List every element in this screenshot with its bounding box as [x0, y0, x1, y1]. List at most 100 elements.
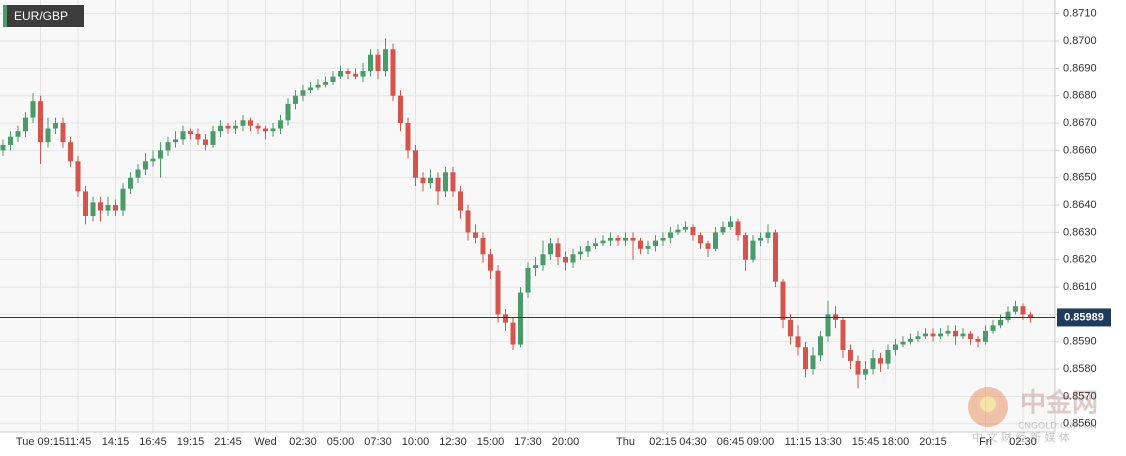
candle-body	[743, 235, 748, 260]
candle-body	[863, 369, 868, 375]
candle-body	[968, 333, 973, 340]
candle-body	[825, 314, 831, 337]
candle-body	[653, 240, 658, 247]
x-tick-label: 02:15	[649, 436, 677, 448]
title-box	[3, 5, 84, 27]
candle-body	[465, 210, 471, 233]
x-tick-label: 12:30	[439, 436, 467, 448]
x-tick-label: 13:30	[814, 436, 842, 448]
candle-body	[30, 101, 36, 118]
candle-body	[150, 158, 156, 162]
candle-body	[735, 221, 741, 236]
candle-body	[383, 49, 388, 72]
candle-body	[713, 232, 718, 249]
candle-body	[113, 205, 118, 211]
candle-body	[413, 150, 418, 178]
watermark-logo-inner	[980, 396, 996, 412]
candle-body	[360, 71, 366, 77]
candle-body	[690, 226, 696, 236]
candle-body	[473, 232, 478, 238]
candle-body	[998, 319, 1003, 326]
candle-body	[83, 191, 88, 216]
candle-body	[173, 139, 178, 143]
y-tick-label: 0.8660	[1063, 144, 1097, 156]
y-tick-label: 0.8560	[1063, 418, 1097, 430]
last-price-box	[1057, 308, 1111, 327]
candle-body	[338, 71, 343, 77]
x-tick-label: Wed	[254, 436, 276, 448]
y-tick-label: 0.8690	[1063, 62, 1097, 74]
candle-body	[480, 237, 486, 255]
x-tick-label: 15:00	[477, 436, 505, 448]
candle-body	[773, 232, 778, 282]
candle-body	[353, 73, 358, 77]
last-price-label: 0.85989	[1064, 311, 1104, 323]
x-tick-label: 14:15	[102, 436, 130, 448]
candle-body	[195, 133, 201, 140]
x-tick-label: 19:15	[177, 436, 205, 448]
candle-body	[848, 349, 853, 361]
candle-body	[945, 330, 951, 334]
candle-body	[158, 150, 163, 159]
candle-body	[38, 101, 43, 143]
candle-body	[45, 128, 51, 143]
candle-body	[878, 358, 883, 364]
candle-body	[420, 177, 426, 184]
candle-body	[720, 226, 726, 233]
candle-body	[668, 232, 673, 238]
y-tick-label: 0.8630	[1063, 226, 1097, 238]
candle-body	[563, 257, 568, 263]
candle-body	[818, 336, 823, 356]
candle-body	[855, 360, 861, 375]
candle-body	[180, 131, 186, 140]
candle-body	[623, 237, 628, 241]
candle-body	[780, 281, 786, 320]
candle-body	[503, 314, 508, 323]
title-accent	[3, 5, 7, 27]
candle-body	[975, 339, 981, 342]
candle-body	[765, 232, 771, 238]
y-tick-label: 0.8620	[1063, 254, 1097, 266]
candle-body	[893, 344, 898, 350]
candle-body	[870, 358, 876, 370]
candle-body	[15, 131, 21, 137]
candle-body	[120, 188, 126, 211]
candle-body	[795, 336, 801, 348]
candle-body	[105, 205, 111, 211]
watermark: 中金网 CNGOLD.COM.CN 中 文 财 经 新 媒 体	[968, 387, 1098, 444]
candle-body	[698, 235, 703, 244]
candle-body	[675, 229, 681, 233]
y-tick-label: 0.8580	[1063, 363, 1097, 375]
candle-body	[143, 161, 148, 170]
candle-body	[638, 240, 643, 249]
candle-body	[135, 169, 141, 178]
candle-body	[578, 251, 583, 255]
x-tick-label: 18:00	[882, 436, 910, 448]
candle-body	[330, 76, 336, 83]
candle-body	[398, 95, 403, 124]
candle-body	[203, 139, 208, 145]
candle-body	[728, 221, 733, 227]
candle-body	[750, 240, 756, 260]
x-tick-label: 17:30	[514, 436, 542, 448]
candle-body	[0, 144, 6, 151]
candle-body	[923, 333, 928, 337]
candle-body	[533, 265, 538, 268]
candle-body	[585, 246, 591, 252]
grid	[0, 0, 1055, 432]
candle-body	[458, 191, 463, 211]
candle-body	[495, 270, 501, 315]
candle-body	[255, 125, 261, 129]
candle-body	[248, 120, 253, 126]
candle-body	[188, 131, 193, 134]
candle-body	[510, 322, 516, 345]
candle-body	[1005, 311, 1011, 320]
candle-body	[983, 330, 988, 342]
y-tick-label: 0.8610	[1063, 281, 1097, 293]
candle-body	[293, 95, 298, 104]
candle-body	[938, 333, 943, 337]
x-tick-label: 02:30	[1009, 436, 1037, 448]
y-tick-label: 0.8680	[1063, 90, 1097, 102]
candle-body	[915, 336, 921, 340]
